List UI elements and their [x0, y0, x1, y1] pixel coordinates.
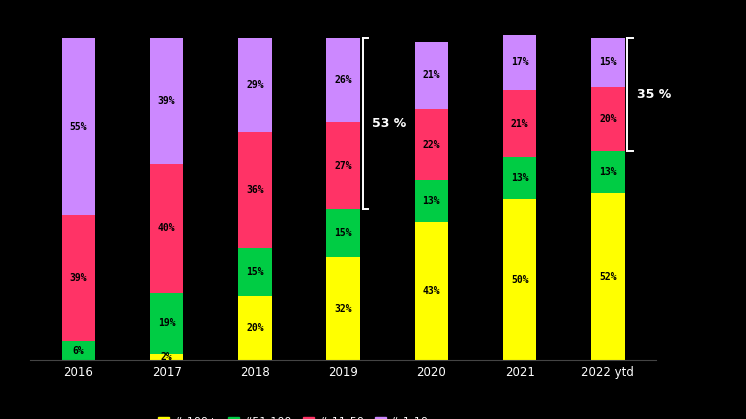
Text: 55%: 55% — [69, 122, 87, 132]
Text: 39%: 39% — [69, 273, 87, 283]
Text: 50%: 50% — [511, 275, 528, 285]
Bar — [503, 35, 536, 90]
Bar — [150, 354, 184, 360]
Text: 36%: 36% — [246, 185, 264, 195]
Text: 43%: 43% — [422, 286, 440, 296]
Text: 13%: 13% — [599, 167, 617, 177]
Bar — [591, 38, 624, 87]
Bar — [62, 215, 95, 341]
Bar — [415, 222, 448, 360]
Text: 13%: 13% — [422, 196, 440, 206]
Bar — [591, 87, 624, 151]
Text: 32%: 32% — [334, 304, 352, 314]
Text: 40%: 40% — [158, 223, 175, 233]
Bar — [503, 158, 536, 199]
Text: 53 %: 53 % — [372, 117, 407, 130]
Text: 27%: 27% — [334, 160, 352, 171]
Text: 20%: 20% — [599, 114, 617, 124]
Bar — [327, 38, 360, 122]
Text: 15%: 15% — [599, 57, 617, 67]
Text: 17%: 17% — [511, 57, 528, 67]
Bar — [327, 257, 360, 360]
Bar — [150, 164, 184, 293]
Text: 21%: 21% — [511, 119, 528, 129]
Text: 6%: 6% — [72, 346, 84, 356]
Bar — [415, 109, 448, 180]
Text: 2%: 2% — [161, 352, 172, 362]
Text: 21%: 21% — [422, 70, 440, 80]
Bar — [238, 296, 272, 360]
Text: 22%: 22% — [422, 140, 440, 150]
Bar — [327, 209, 360, 257]
Text: 13%: 13% — [511, 173, 528, 184]
Text: 20%: 20% — [246, 323, 264, 333]
Text: 52%: 52% — [599, 272, 617, 282]
Bar — [327, 122, 360, 209]
Text: 35 %: 35 % — [637, 88, 671, 101]
Text: 15%: 15% — [334, 228, 352, 238]
Bar — [150, 293, 184, 354]
Bar — [415, 180, 448, 222]
Bar — [415, 41, 448, 109]
Bar — [503, 90, 536, 158]
Bar — [238, 248, 272, 296]
Text: 15%: 15% — [246, 267, 264, 277]
Bar — [150, 38, 184, 164]
Legend: # 100+, #51-100, # 11-50, # 1-10: # 100+, #51-100, # 11-50, # 1-10 — [154, 412, 433, 419]
Text: 26%: 26% — [334, 75, 352, 85]
Bar — [238, 38, 272, 132]
Text: 29%: 29% — [246, 80, 264, 90]
Bar — [238, 132, 272, 248]
Bar — [503, 199, 536, 360]
Bar — [62, 341, 95, 360]
Bar — [591, 151, 624, 193]
Text: 39%: 39% — [158, 96, 175, 106]
Bar — [591, 193, 624, 360]
Bar — [62, 38, 95, 215]
Text: 19%: 19% — [158, 318, 175, 328]
